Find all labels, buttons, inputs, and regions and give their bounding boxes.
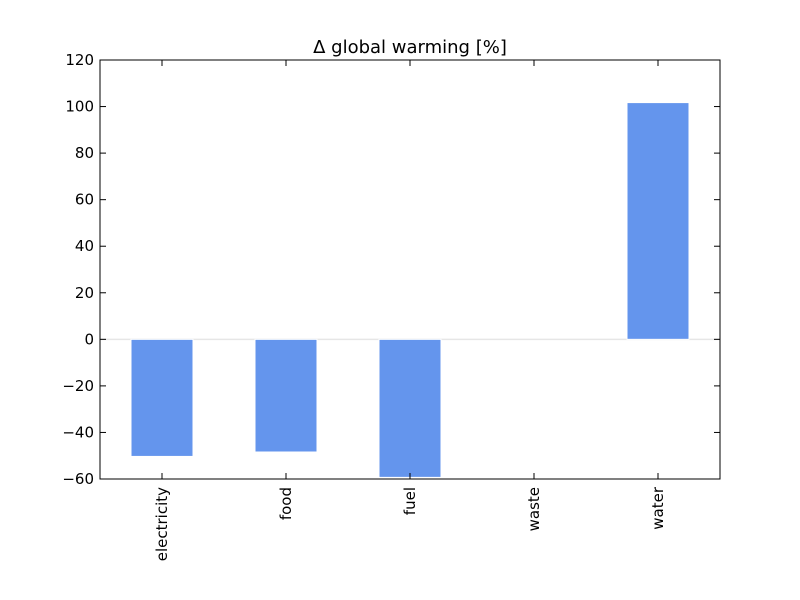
- bar-fuel: [378, 338, 442, 478]
- y-tick-label: 120: [65, 51, 94, 69]
- y-tick-label: 80: [75, 144, 94, 162]
- y-tick-label: 40: [75, 237, 94, 255]
- x-tick-label-electricity: electricity: [153, 487, 171, 561]
- y-tick-label: −60: [62, 470, 94, 488]
- y-tick-label: −40: [62, 423, 94, 441]
- y-tick-label: 20: [75, 284, 94, 302]
- bars-group: [130, 102, 690, 478]
- y-tick-label: 0: [84, 330, 94, 348]
- x-tick-label-water: water: [649, 486, 667, 530]
- bar-water: [626, 102, 690, 340]
- y-axis: −60 −40 −20 0 20 40 60 80 100 120: [62, 51, 720, 488]
- chart-title: Δ global warming [%]: [313, 37, 507, 58]
- x-tick-label-food: food: [277, 487, 295, 520]
- y-tick-label: 100: [65, 98, 94, 116]
- bar-food: [254, 338, 318, 453]
- bar-electricity: [130, 338, 194, 457]
- x-tick-label-fuel: fuel: [401, 487, 419, 515]
- x-axis: electricity food fuel waste water: [153, 60, 667, 561]
- y-tick-label: 60: [75, 191, 94, 209]
- x-tick-label-waste: waste: [525, 487, 543, 531]
- y-tick-label: −20: [62, 377, 94, 395]
